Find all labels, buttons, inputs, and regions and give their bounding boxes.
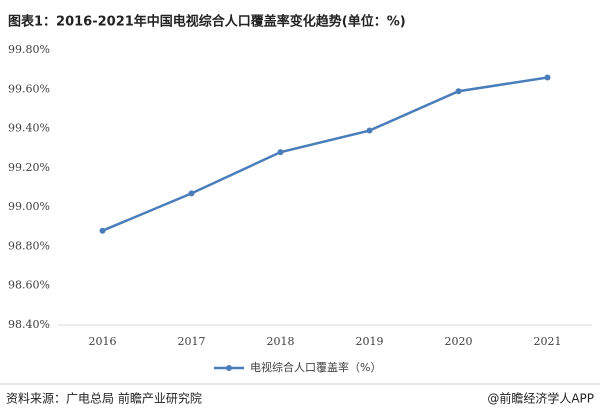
- point: [99, 227, 106, 234]
- x-tick-label: 2021: [534, 335, 562, 348]
- point: [188, 190, 195, 197]
- credit: @前瞻经济学人APP: [487, 391, 594, 406]
- legend-label: 电视综合人口覆盖率（%）: [250, 360, 381, 374]
- point: [455, 88, 462, 95]
- chart-title: 图表1：2016-2021年中国电视综合人口覆盖率变化趋势(单位：%): [8, 14, 406, 30]
- line: [102, 76, 548, 232]
- legend-point: [226, 365, 232, 371]
- point: [544, 74, 551, 81]
- y-tick-label: 99.40%: [8, 122, 50, 135]
- x-tick-label: 2019: [356, 335, 384, 348]
- y-tick-label: 99.60%: [8, 82, 50, 95]
- y-tick-label: 99.00%: [8, 200, 50, 213]
- y-tick-label: 99.20%: [8, 161, 50, 174]
- x-tick-label: 2018: [267, 335, 295, 348]
- y-tick-label: 98.80%: [8, 239, 50, 252]
- y-tick-label: 98.60%: [8, 279, 50, 292]
- point: [366, 127, 373, 134]
- x-tick-label: 2016: [89, 335, 117, 348]
- x-tick-label: 2017: [178, 335, 206, 348]
- point: [277, 149, 284, 156]
- y-tick-label: 98.40%: [8, 318, 50, 331]
- y-tick-label: 99.80%: [8, 43, 50, 56]
- source: 资料来源：广电总局 前瞻产业研究院: [6, 391, 202, 406]
- x-tick-label: 2020: [445, 335, 473, 348]
